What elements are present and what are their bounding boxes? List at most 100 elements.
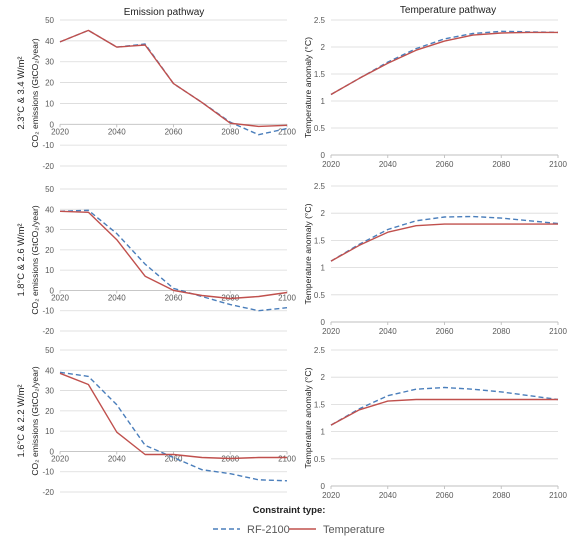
y-tick-label: 0 <box>321 482 326 491</box>
y-tick-label: 50 <box>45 16 54 25</box>
y-tick-label: 1.5 <box>314 70 326 79</box>
x-tick-label: 2100 <box>549 491 567 500</box>
row-label: 2.3°C & 3.4 W/m² <box>15 56 26 129</box>
x-tick-label: 2040 <box>108 127 126 136</box>
x-tick-label: 2060 <box>436 160 454 169</box>
y-tick-label: 40 <box>45 205 54 214</box>
x-tick-label: 2060 <box>436 327 454 336</box>
series-line-temperature <box>59 29 288 128</box>
panel-emission-row1: -20 -10 0 10 20 30 40 50 2020 2040 2060 2080 2100 CO₂… <box>15 16 296 171</box>
series-line-temperature <box>59 372 287 460</box>
y-tick-label: 1 <box>321 264 326 273</box>
y-tick-label: 2.5 <box>314 346 326 355</box>
y-tick-label: 20 <box>45 407 54 416</box>
col-title-temperature: Temperature pathway <box>400 5 496 16</box>
x-tick-label: 2080 <box>492 160 510 169</box>
y-tick-label: 30 <box>45 226 54 235</box>
x-tick-label: 2040 <box>379 491 397 500</box>
series-line-rf-2100 <box>330 386 559 426</box>
series-line-temperature <box>330 398 558 426</box>
y-tick-label: 2 <box>321 373 326 382</box>
x-tick-label: 2080 <box>221 127 239 136</box>
series-line-temperature <box>330 31 558 96</box>
y-tick-label: 0.5 <box>314 455 326 464</box>
x-tick-label: 2020 <box>51 127 69 136</box>
y-tick-label: 20 <box>45 246 54 255</box>
y-tick-label: 2 <box>321 209 326 218</box>
x-tick-label: 2100 <box>549 327 567 336</box>
x-tick-label: 2040 <box>108 454 126 463</box>
legend-title: Constraint type: <box>253 505 326 516</box>
y-tick-label: 40 <box>45 366 54 375</box>
y-tick-label: 30 <box>45 58 54 67</box>
y-tick-label: 40 <box>45 37 54 46</box>
x-tick-label: 2020 <box>322 327 340 336</box>
x-tick-label: 2020 <box>322 491 340 500</box>
x-tick-label: 2020 <box>51 293 69 302</box>
x-tick-label: 2060 <box>165 454 183 463</box>
y-tick-label: 10 <box>45 266 54 275</box>
y-tick-label: 20 <box>45 79 54 88</box>
legend-label-rf2100: RF-2100 <box>247 524 290 536</box>
y-tick-label: 1 <box>321 428 326 437</box>
y-tick-label: 1.5 <box>314 400 326 409</box>
y-axis-label: Temperature anomaly (°C) <box>303 367 313 468</box>
y-tick-label: 50 <box>45 185 54 194</box>
col-title-emission: Emission pathway <box>124 7 205 18</box>
y-tick-label: 1 <box>321 97 326 106</box>
y-axis-label: CO₂ emissions (GtCO₂/year) <box>30 38 40 147</box>
row-label: 1.6°C & 2.2 W/m² <box>15 384 26 457</box>
row-label: 1.8°C & 2.6 W/m² <box>15 223 26 296</box>
y-tick-label: 10 <box>45 99 54 108</box>
y-tick-label: 0.5 <box>314 291 326 300</box>
y-tick-label: -20 <box>42 327 54 336</box>
y-tick-label: 0.5 <box>314 124 326 133</box>
series-line-rf-2100 <box>330 215 559 262</box>
x-tick-label: 2100 <box>278 454 296 463</box>
x-tick-label: 2020 <box>51 454 69 463</box>
legend-label-temperature: Temperature <box>323 524 385 536</box>
y-tick-label: 0 <box>321 318 326 327</box>
y-tick-label: -10 <box>42 468 54 477</box>
x-tick-label: 2100 <box>278 293 296 302</box>
y-tick-label: 50 <box>45 346 54 355</box>
panel-temperature-row2: 0 0.5 1 1.5 2 2.5 2020 2040 2060 2080 2100 Temperat… <box>303 182 567 336</box>
panel-temperature-row1: 0 0.5 1 1.5 2 2.5 2020 2040 2060 2080 2100 Temperat… <box>303 16 567 169</box>
y-tick-label: 30 <box>45 387 54 396</box>
x-tick-label: 2100 <box>278 127 296 136</box>
y-axis-label: Temperature anomaly (°C) <box>303 203 313 304</box>
y-tick-label: 1.5 <box>314 236 326 245</box>
y-tick-label: -10 <box>42 307 54 316</box>
series-line-rf-2100 <box>59 371 288 482</box>
y-tick-label: 0 <box>50 447 55 456</box>
series-line-temperature <box>59 210 288 300</box>
y-tick-label: 2.5 <box>314 182 326 191</box>
panel-temperature-row3: 0 0.5 1 1.5 2 2.5 2020 2040 2060 2080 2100 Temperat… <box>303 346 567 500</box>
x-tick-label: 2020 <box>322 160 340 169</box>
x-tick-label: 2080 <box>492 491 510 500</box>
y-tick-label: 10 <box>45 427 54 436</box>
legend: Constraint type: RF-2100 Temperature <box>213 505 385 536</box>
y-tick-label: -10 <box>42 141 54 150</box>
x-tick-label: 2060 <box>436 491 454 500</box>
series-line-rf-2100 <box>59 209 288 312</box>
y-axis-label: CO₂ emissions (GtCO₂/year) <box>30 205 40 314</box>
series-line-temperature <box>330 223 558 262</box>
x-tick-label: 2080 <box>492 327 510 336</box>
x-tick-label: 2040 <box>379 160 397 169</box>
y-tick-label: -20 <box>42 162 54 171</box>
x-tick-label: 2040 <box>379 327 397 336</box>
y-tick-label: -20 <box>42 488 54 497</box>
y-axis-label: CO₂ emissions (GtCO₂/year) <box>30 366 40 475</box>
x-tick-label: 2060 <box>165 127 183 136</box>
y-tick-label: 0 <box>321 151 326 160</box>
y-tick-label: 2.5 <box>314 16 326 25</box>
y-axis-label: Temperature anomaly (°C) <box>303 37 313 138</box>
x-tick-label: 2100 <box>549 160 567 169</box>
x-tick-label: 2060 <box>165 293 183 302</box>
y-tick-label: 2 <box>321 43 326 52</box>
